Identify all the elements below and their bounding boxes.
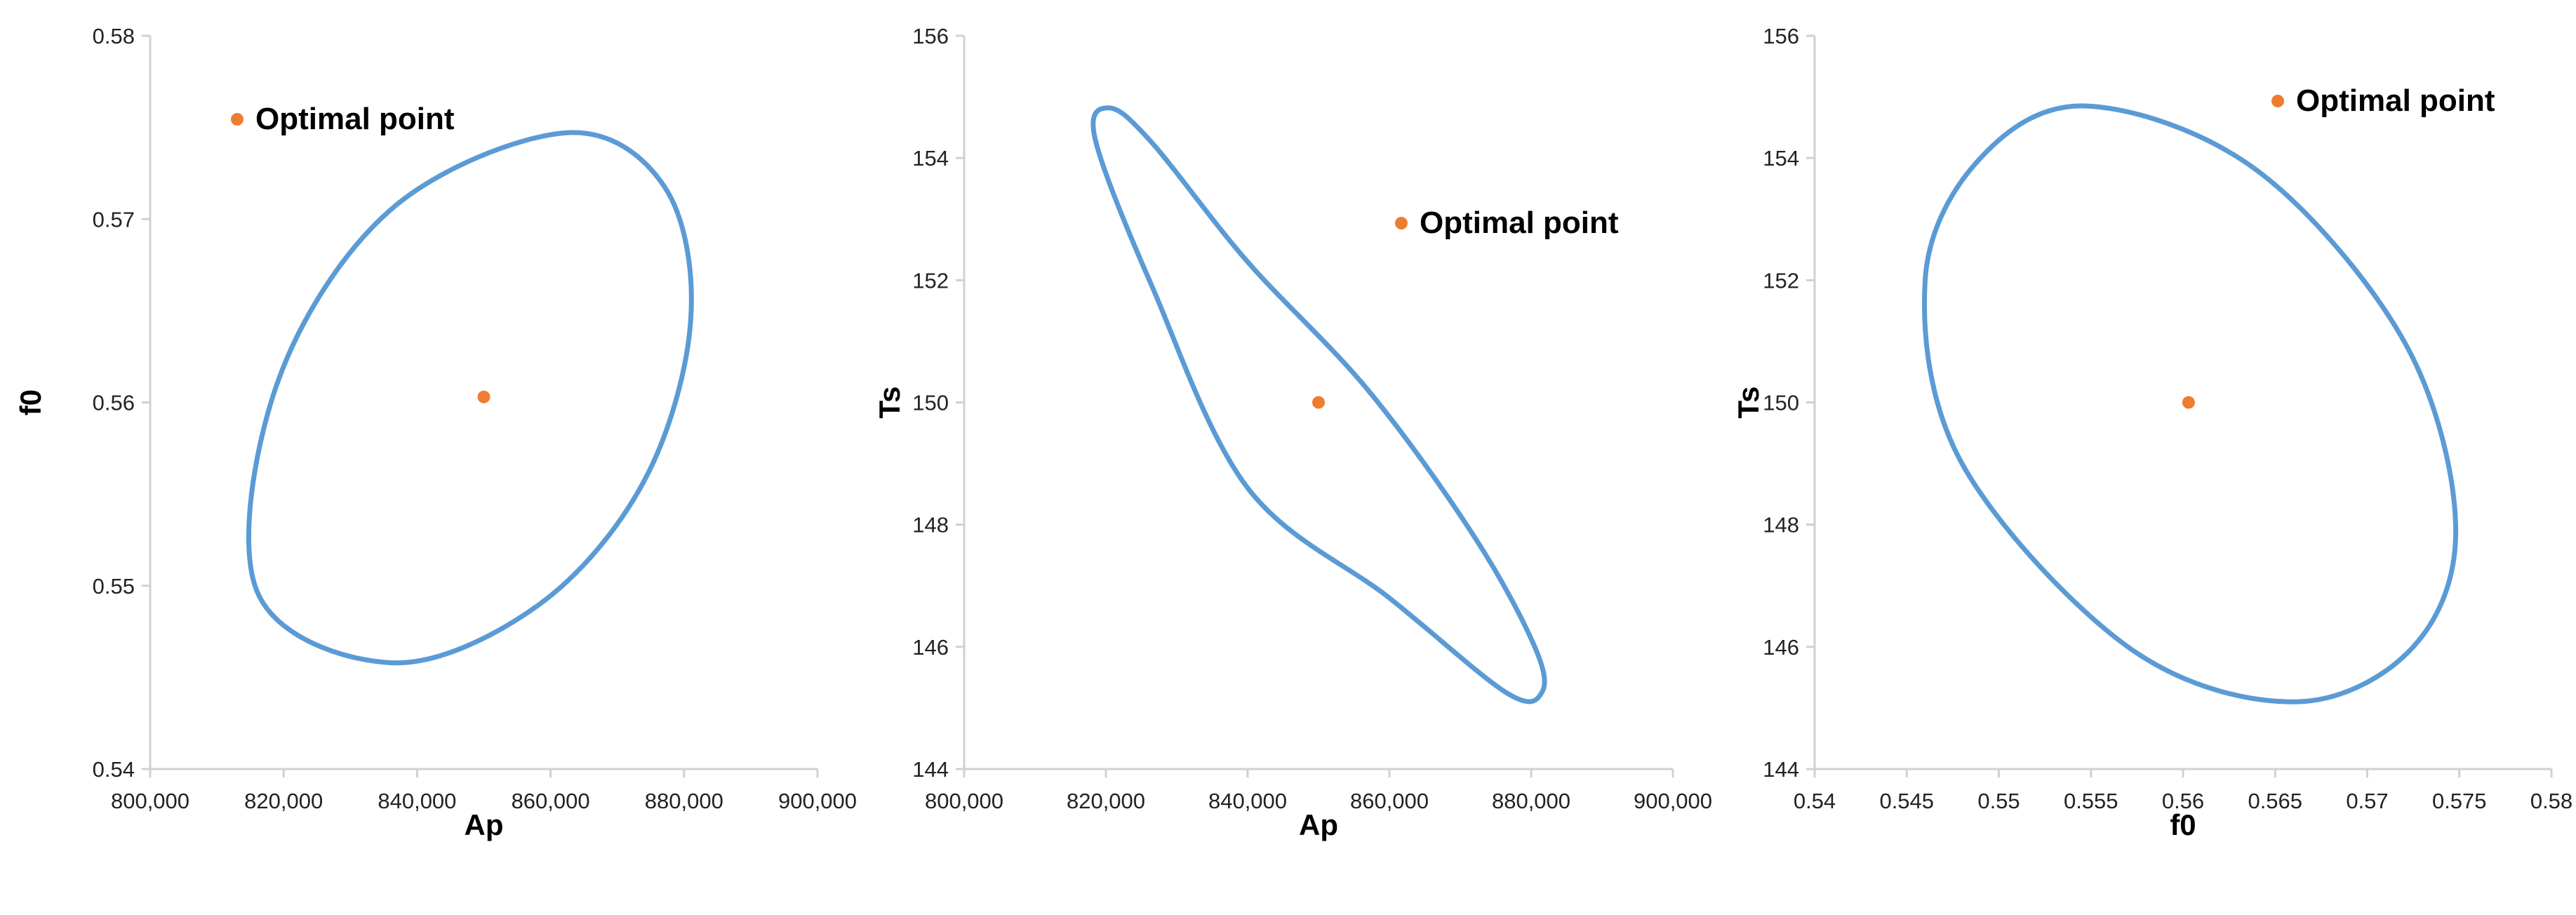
x-tick-label: 0.54	[1794, 789, 1836, 813]
legend-marker	[2271, 95, 2284, 107]
y-tick-label: 150	[912, 391, 949, 415]
y-tick-label: 0.54	[93, 757, 135, 782]
y-tick-label: 144	[912, 757, 949, 782]
y-tick-label: 148	[1763, 513, 1799, 537]
optimal-point-marker	[2182, 396, 2195, 409]
legend-marker	[1395, 217, 1408, 229]
y-tick-label: 0.55	[93, 574, 135, 599]
y-tick-label: 154	[912, 146, 949, 171]
x-tick-label: 0.555	[2064, 789, 2118, 813]
x-tick-label: 800,000	[925, 789, 1003, 813]
chart-3-svg: 144 146 148 150 152 154 156 0.54 0.545 0.55 0.555 0…	[1732, 24, 2572, 841]
y-tick-label: 146	[912, 635, 949, 660]
x-tick-label: 0.58	[2530, 789, 2572, 813]
y-tick-label: 156	[1763, 24, 1799, 48]
y-tick-label: 0.57	[93, 207, 135, 232]
x-tick-label: 0.56	[2162, 789, 2204, 813]
y-tick-label: 152	[912, 268, 949, 293]
x-tick-label: 880,000	[1492, 789, 1570, 813]
y-tick-label: 146	[1763, 635, 1799, 660]
x-tick-label: 860,000	[1350, 789, 1429, 813]
x-tick-label: 800,000	[111, 789, 189, 813]
legend-label: Optimal point	[255, 102, 455, 136]
x-tick-label: 0.57	[2346, 789, 2388, 813]
x-tick-label: 0.545	[1879, 789, 1934, 813]
y-tick-label: 0.58	[93, 24, 135, 48]
x-axis-title: Ap	[465, 808, 504, 841]
x-tick-label: 900,000	[778, 789, 857, 813]
chart-panel-3: 144 146 148 150 152 154 156 0.54 0.545 0.55 0.555 0…	[1718, 0, 2576, 915]
y-axis-title: f0	[14, 389, 47, 415]
y-tick-label: 156	[912, 24, 949, 48]
legend-marker	[231, 113, 243, 126]
x-tick-label: 0.565	[2248, 789, 2302, 813]
x-tick-label: 0.55	[1977, 789, 2020, 813]
confidence-ellipse	[1090, 105, 1547, 704]
chart-panel-2: 144 146 148 150 152 154 156 800,000 820,000 840,0…	[859, 0, 1718, 915]
x-tick-label: 0.575	[2432, 789, 2487, 813]
y-tick-label: 0.56	[93, 391, 135, 415]
y-axis-title: Ts	[1732, 387, 1765, 419]
x-tick-label: 820,000	[1067, 789, 1145, 813]
x-axis-title: Ap	[1299, 808, 1338, 841]
confidence-ellipse	[1922, 103, 2459, 704]
optimal-point-marker	[477, 390, 490, 403]
y-tick-label: 154	[1763, 146, 1799, 171]
confidence-ellipse	[246, 130, 694, 666]
x-tick-label: 840,000	[1208, 789, 1287, 813]
chart-1-svg: 0.54 0.55 0.56 0.57 0.58 800,000 820,000 840,00…	[14, 24, 857, 841]
legend-label: Optimal point	[2296, 84, 2495, 118]
y-tick-label: 144	[1763, 757, 1799, 782]
x-tick-label: 840,000	[378, 789, 456, 813]
legend-label: Optimal point	[1420, 206, 1619, 240]
x-tick-label: 860,000	[512, 789, 590, 813]
y-axis-title: Ts	[873, 387, 906, 419]
x-tick-label: 880,000	[645, 789, 723, 813]
y-tick-label: 150	[1763, 391, 1799, 415]
x-tick-label: 820,000	[244, 789, 323, 813]
x-tick-label: 900,000	[1634, 789, 1712, 813]
y-tick-label: 148	[912, 513, 949, 537]
y-tick-label: 152	[1763, 268, 1799, 293]
chart-2-svg: 144 146 148 150 152 154 156 800,000 820,000 840,0…	[873, 24, 1712, 841]
chart-panel-1: 0.54 0.55 0.56 0.57 0.58 800,000 820,000 840,00…	[0, 0, 859, 915]
x-axis-title: f0	[2170, 808, 2196, 841]
optimal-point-marker	[1312, 396, 1325, 409]
